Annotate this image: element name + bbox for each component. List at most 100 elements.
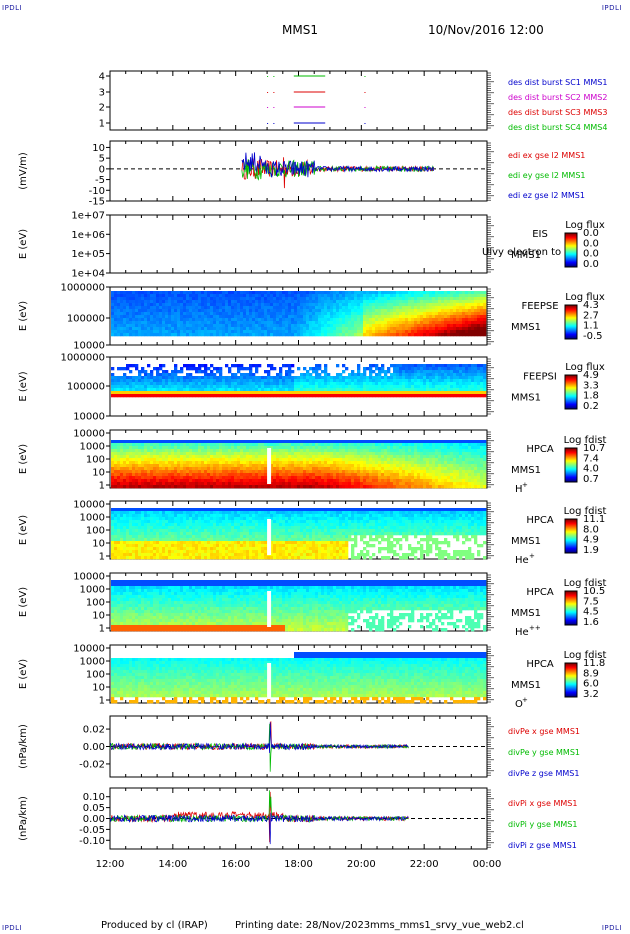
hpca-h-panel-cell — [237, 443, 241, 447]
feepsi-panel-cell — [465, 376, 469, 380]
feepsi-panel-cell — [258, 376, 262, 380]
hpca-h-panel-cell — [312, 479, 316, 483]
hpca-h-panel-cell — [159, 464, 163, 468]
feepse-panel-cell — [264, 303, 268, 307]
feepsi-panel-cell — [219, 382, 223, 386]
feepse-panel-cell — [444, 321, 448, 325]
feepse-panel-cell — [192, 291, 196, 295]
feepse-panel-cell — [198, 294, 202, 298]
feepse-panel-cell — [117, 291, 121, 295]
feepsi-panel-cell — [390, 376, 394, 380]
feepse-panel-cell — [222, 306, 226, 310]
feepse-panel-cell — [222, 291, 226, 295]
feepse-panel-cell — [402, 312, 406, 316]
feepse-panel-cell — [177, 294, 181, 298]
feepse-panel-cell — [276, 309, 280, 313]
burst-panel-ytick-label: 1 — [99, 119, 105, 130]
feepsi-panel-cell — [357, 364, 361, 368]
hpca-h-panel-colorbar-cell — [565, 456, 577, 458]
hpca-h-panel-cell — [186, 455, 190, 459]
feepse-panel-cell — [405, 324, 409, 328]
feepse-panel-cell — [201, 327, 205, 331]
feepse-panel-cell — [336, 324, 340, 328]
hpca-h-panel-cell — [147, 461, 151, 465]
feepse-panel-cell — [141, 327, 145, 331]
feepse-panel-cell — [345, 306, 349, 310]
feepsi-panel-cell — [159, 373, 163, 377]
feepse-panel-cell — [390, 330, 394, 334]
feepsi-panel-cell — [318, 388, 322, 392]
feepse-panel-cell — [399, 312, 403, 316]
feepsi-panel-cell — [468, 364, 472, 368]
feepsi-panel-cell — [264, 370, 268, 374]
feepse-panel-cell — [189, 318, 193, 322]
hpca-h-panel-cell — [171, 449, 175, 453]
feepsi-panel-cell — [171, 385, 175, 389]
hpca-h-panel-cell — [147, 476, 151, 480]
feepse-panel-cell — [378, 318, 382, 322]
feepse-panel-cell — [366, 318, 370, 322]
feepse-panel-cell — [345, 297, 349, 301]
hpca-h-panel-cell — [288, 470, 292, 474]
hpca-h-panel-cell — [114, 476, 118, 480]
feepse-panel-cell — [435, 327, 439, 331]
feepse-panel-cell — [315, 318, 319, 322]
feepse-panel-cell — [426, 312, 430, 316]
feepse-panel-cell — [321, 327, 325, 331]
hpca-h-panel-cell — [195, 464, 199, 468]
hpca-h-panel-cell — [159, 467, 163, 471]
feepse-panel-cell — [417, 318, 421, 322]
hpca-h-panel-cell — [300, 476, 304, 480]
feepsi-panel-cell — [411, 370, 415, 374]
eis-panel-colorbar-cell — [565, 243, 577, 245]
feepsi-panel-cell — [192, 394, 196, 398]
feepse-panel-cell — [198, 318, 202, 322]
feepsi-panel-cell — [300, 385, 304, 389]
feepse-panel-cell — [165, 306, 169, 310]
feepsi-panel-cell — [219, 391, 223, 395]
feepsi-panel-cell — [480, 382, 484, 386]
hpca-h-panel-cell — [327, 467, 331, 471]
hpca-h-panel-cell — [240, 446, 244, 450]
feepse-panel-cell — [129, 330, 133, 334]
hpca-h-panel-cell — [288, 455, 292, 459]
hpca-h-panel-cell — [117, 476, 121, 480]
hpca-h-panel-cell — [315, 464, 319, 468]
feepsi-panel-cell — [396, 388, 400, 392]
feepse-panel-cell — [390, 318, 394, 322]
feepse-panel-cell — [414, 297, 418, 301]
feepse-panel-cell — [429, 291, 433, 295]
hpca-h-panel-cell — [183, 443, 187, 447]
hpca-h-panel-cell — [222, 479, 226, 483]
feepsi-panel-cell — [438, 379, 442, 383]
feepsi-panel-cell — [390, 373, 394, 377]
feepse-panel-cell — [372, 294, 376, 298]
hpca-h-panel-cell — [216, 455, 220, 459]
feepsi-panel-cell — [471, 394, 475, 398]
feepsi-panel-cell — [483, 370, 487, 374]
feepsi-panel-cell — [357, 376, 361, 380]
feepsi-panel-cell — [471, 391, 475, 395]
hpca-h-panel-cell — [333, 452, 337, 456]
feepse-panel-cell — [387, 333, 391, 337]
feepsi-panel-cell — [405, 391, 409, 395]
feepse-panel-cell — [225, 318, 229, 322]
hpca-h-panel-cell — [315, 482, 319, 486]
feepse-panel-cell — [234, 321, 238, 325]
feepse-panel-cell — [132, 315, 136, 319]
hpca-h-panel-cell — [291, 455, 295, 459]
feepsi-panel-cell — [363, 385, 367, 389]
feepse-panel-cell — [168, 333, 172, 337]
feepsi-panel-cell — [162, 388, 166, 392]
feepse-panel-cell — [483, 318, 487, 322]
feepse-panel-cell — [306, 315, 310, 319]
hpca-h-panel-cell — [243, 458, 247, 462]
feepse-panel-cell — [213, 297, 217, 301]
edi-panel-ytick-label: 5 — [99, 154, 105, 165]
feepse-panel-cell — [348, 318, 352, 322]
feepsi-panel-cell — [186, 385, 190, 389]
feepsi-panel-cell — [258, 391, 262, 395]
hpca-h-panel-cell — [180, 452, 184, 456]
feepse-panel-cell — [441, 294, 445, 298]
feepse-panel-cell — [234, 309, 238, 313]
